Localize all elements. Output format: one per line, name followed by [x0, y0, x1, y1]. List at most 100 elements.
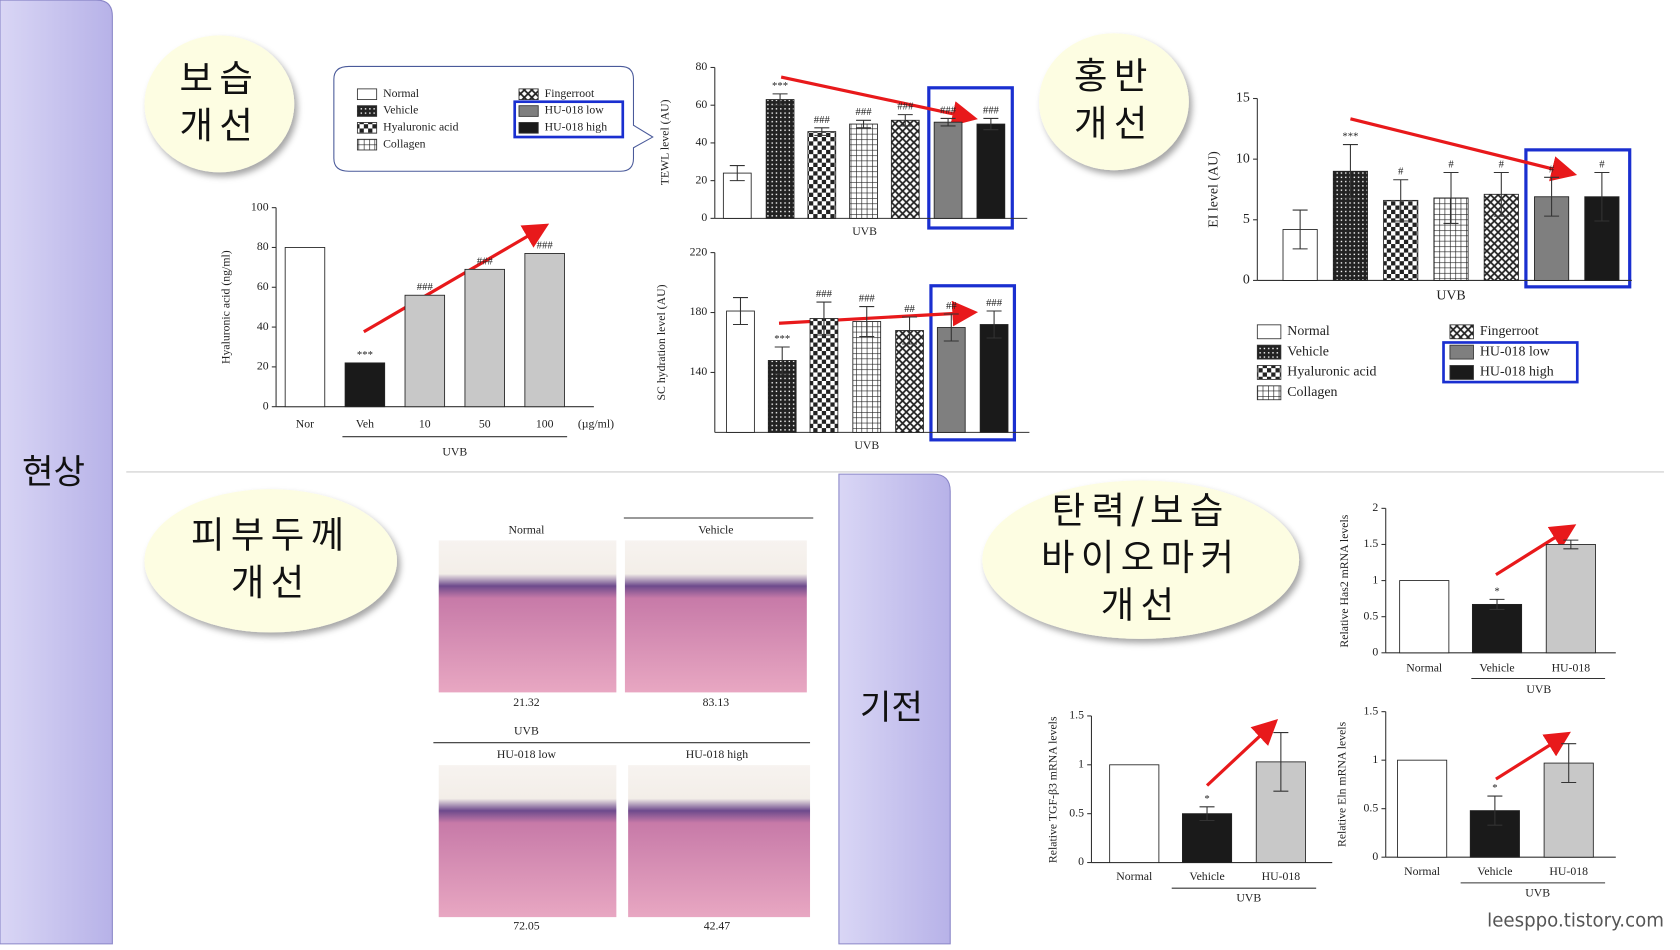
annotation: # — [1448, 158, 1454, 170]
y-tick-label: 0 — [1078, 855, 1084, 868]
annotation: ### — [897, 101, 914, 113]
legend-swatch — [356, 138, 378, 151]
x-axis-label: UVB — [1436, 289, 1465, 304]
x-tick-label: Normal — [1406, 662, 1443, 675]
bar — [809, 318, 839, 433]
annotation: *** — [774, 333, 790, 345]
highlight-box — [1524, 148, 1632, 289]
legend-label: HU-018 low — [545, 104, 605, 117]
y-axis-label: EI level (AU) — [1207, 151, 1222, 228]
bar — [936, 327, 966, 433]
legend-swatch — [1449, 365, 1474, 380]
y-tick-label: 0.5 — [1069, 806, 1084, 819]
histology-image — [438, 765, 617, 918]
histology-label: HU-018 high — [686, 748, 749, 761]
bar — [976, 123, 1006, 219]
bar — [404, 294, 446, 408]
error-bar — [774, 346, 790, 375]
y-tick-label: 15 — [1236, 91, 1250, 106]
legend-label: Hyaluronic acid — [383, 121, 459, 134]
x-axis-label: UVB — [1236, 892, 1261, 905]
y-tick-label: 1 — [1372, 753, 1378, 766]
error-bar — [986, 310, 1002, 339]
error-bar — [816, 301, 832, 336]
trend-arrow — [363, 223, 550, 334]
error-bar — [1489, 598, 1505, 611]
legend-swatch — [518, 88, 539, 101]
annotation: * — [1204, 793, 1209, 805]
x-axis-label: UVB — [1525, 886, 1550, 899]
bubble-text: 피부두께 — [191, 514, 351, 557]
bar — [1399, 580, 1450, 654]
x-tick-label: Veh — [356, 418, 374, 431]
bubble-text: 개선 — [1074, 102, 1154, 145]
legend-swatch — [1449, 324, 1474, 340]
y-tick-label: 0.5 — [1364, 801, 1379, 814]
error-bar — [856, 119, 872, 129]
error-bar — [1393, 179, 1409, 222]
side-label: 현상 — [22, 453, 85, 493]
y-axis-label: Relative Has2 mRNA levels — [1338, 514, 1351, 647]
y-tick-label: 2 — [1372, 501, 1378, 514]
histology: Normal Vehicle UVB HU-018 low HU-018 hig… — [433, 517, 814, 932]
bar — [1181, 813, 1233, 863]
legend-label: Vehicle — [1287, 344, 1329, 359]
error-bar — [902, 316, 918, 345]
histology-score: 83.13 — [703, 696, 730, 709]
error-bar — [1594, 171, 1610, 222]
highlight-box — [927, 86, 1014, 230]
histology-score: 21.32 — [513, 696, 540, 709]
bubble-text: 바이오마커 — [1041, 536, 1240, 579]
legend-swatch — [1256, 344, 1282, 360]
error-bar — [1292, 209, 1308, 250]
y-tick-label: 60 — [696, 98, 708, 111]
error-bar — [1273, 732, 1289, 792]
x-tick-label: Vehicle — [1479, 662, 1514, 675]
error-bar — [897, 114, 913, 127]
highlight-box — [513, 100, 625, 139]
y-tick-label: 5 — [1243, 212, 1250, 227]
annotation: ### — [983, 104, 1000, 116]
histology-score: 72.05 — [513, 919, 540, 932]
trend-arrows — [363, 75, 1578, 787]
histology-label: HU-018 low — [497, 748, 557, 761]
legend-label: Collagen — [383, 137, 426, 150]
annotation: ### — [816, 288, 833, 300]
x-axis-label: UVB — [1526, 683, 1551, 696]
y-tick-label: 80 — [696, 60, 708, 73]
bar — [933, 121, 963, 219]
trend-arrow — [1495, 524, 1577, 577]
error-bar — [940, 117, 956, 127]
annotation: ### — [986, 297, 1003, 309]
y-axis-label: TEWL level (AU) — [658, 99, 671, 185]
bubble-text: 보습 — [179, 57, 259, 100]
y-tick-label: 100 — [251, 200, 269, 213]
annotation: # — [1398, 166, 1404, 178]
bar — [895, 330, 924, 433]
annotation: ### — [537, 239, 554, 251]
legend-label: HU-018 high — [545, 121, 608, 134]
error-bar — [983, 117, 999, 131]
legend-swatch — [356, 88, 378, 101]
y-tick-label: 0.5 — [1364, 609, 1379, 622]
annotation: # — [1599, 158, 1605, 170]
legend-label: Fingerroot — [1480, 324, 1539, 339]
x-axis-label: UVB — [852, 225, 877, 238]
x-tick-label: 100 — [536, 418, 554, 431]
x-tick-label: 10 — [419, 418, 431, 431]
x-tick-label: Nor — [296, 418, 314, 431]
error-bar — [1563, 539, 1579, 550]
legend-swatch — [1256, 324, 1282, 340]
annotation: *** — [772, 80, 788, 92]
side-panel — [0, 0, 113, 945]
bubbles — [144, 33, 1300, 639]
x-tick-label: Vehicle — [1189, 870, 1224, 883]
legend-label: Normal — [383, 87, 420, 100]
error-bar — [1199, 806, 1215, 822]
y-tick-label: 1.5 — [1364, 704, 1379, 717]
trend-arrow — [780, 75, 978, 127]
histology-image — [628, 765, 811, 918]
annotation: *** — [357, 349, 373, 361]
y-tick-label: 60 — [257, 280, 269, 293]
histology-label: Normal — [508, 524, 545, 537]
